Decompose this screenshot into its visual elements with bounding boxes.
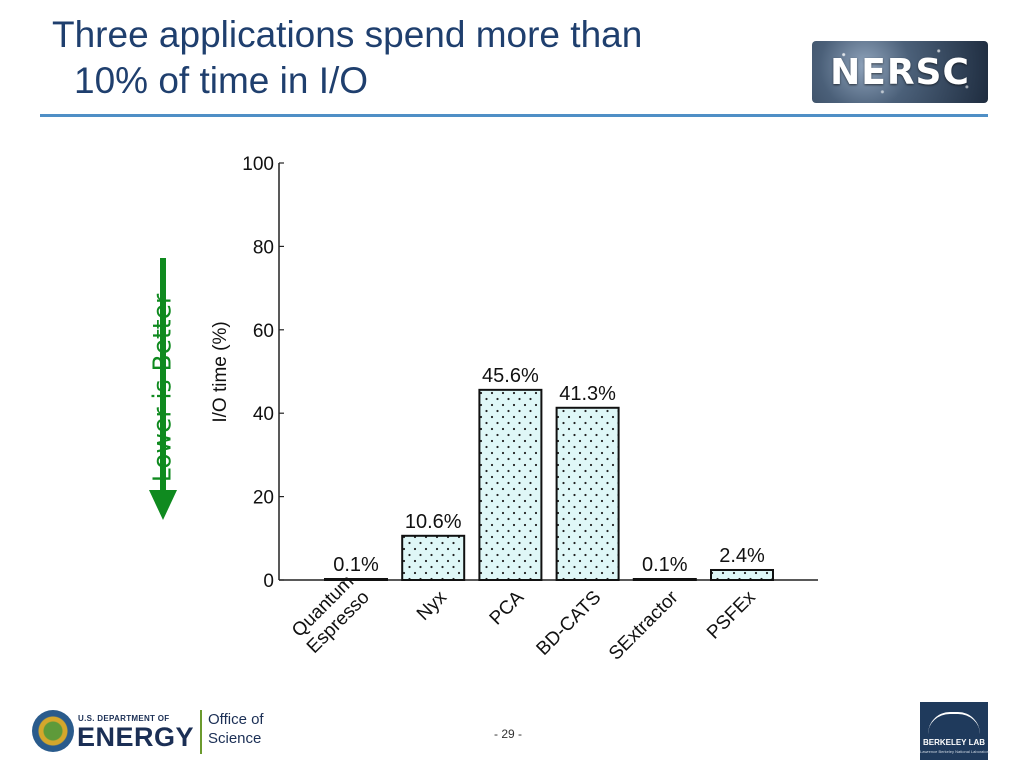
- bar-value-label: 0.1%: [333, 554, 379, 576]
- lower-is-better-label: Lower is Better: [147, 293, 177, 483]
- y-tick-label: 80: [253, 237, 274, 258]
- x-tick-label: SExtractor: [605, 586, 683, 664]
- berkeley-arch-icon: [928, 712, 980, 734]
- x-tick-label: PCA: [486, 587, 529, 630]
- y-tick-label: 100: [242, 154, 274, 175]
- doe-energy-text: ENERGY: [77, 722, 195, 752]
- bar-value-label: 2.4%: [719, 545, 765, 567]
- x-tick-label-line: PSFEx: [703, 587, 760, 644]
- slide-title: Three applications spend more than 10% o…: [52, 12, 642, 104]
- bar: [401, 534, 466, 581]
- bar-value-label: 41.3%: [559, 383, 616, 405]
- title-line-2: 10% of time in I/O: [74, 60, 369, 101]
- bar: [710, 568, 774, 582]
- y-tick-label: 20: [253, 488, 274, 509]
- x-tick-label-line: BD-CATS: [533, 587, 606, 660]
- doe-office-line-2: Science: [208, 730, 262, 747]
- nersc-logo-text: NERSC: [830, 52, 970, 93]
- logo-starfield: [812, 41, 988, 103]
- bar: [324, 578, 388, 581]
- x-tick-label-line: PCA: [486, 587, 529, 630]
- y-tick-label: 40: [253, 404, 274, 425]
- doe-divider: [200, 710, 202, 754]
- x-tick-label-line: SExtractor: [605, 586, 683, 664]
- berkeley-lab-subtext: Lawrence Berkeley National Laboratory: [920, 749, 991, 754]
- doe-office-line-1: Office of: [208, 711, 264, 728]
- y-axis-label: I/O time (%): [210, 321, 231, 422]
- bar: [632, 578, 697, 581]
- y-tick-label: 0: [263, 571, 274, 592]
- x-tick-label: PSFEx: [703, 587, 760, 644]
- down-arrow-icon: [149, 258, 177, 520]
- y-tick-label: 60: [253, 321, 274, 342]
- x-tick-label: BD-CATS: [533, 587, 606, 660]
- bar: [555, 406, 620, 581]
- bar-value-label: 45.6%: [482, 365, 539, 387]
- bar-value-label: 0.1%: [642, 554, 688, 576]
- x-tick-label: Nyx: [413, 587, 451, 625]
- doe-dept-text: U.S. DEPARTMENT OF: [78, 714, 170, 723]
- x-tick-label-line: Nyx: [413, 587, 451, 625]
- page-number: - 29 -: [494, 727, 523, 741]
- title-rule: [40, 114, 988, 117]
- bar: [478, 388, 543, 581]
- berkeley-lab-text: BERKELEY LAB: [922, 738, 986, 747]
- doe-office-text: Office of Science: [208, 710, 264, 748]
- berkeley-lab-logo: BERKELEY LAB Lawrence Berkeley National …: [920, 702, 991, 760]
- nersc-logo: NERSC: [812, 41, 988, 103]
- title-line-1: Three applications spend more than: [52, 14, 643, 55]
- doe-office-of-science-logo: U.S. DEPARTMENT OF ENERGY Office of Scie…: [32, 708, 278, 758]
- bar-value-label: 10.6%: [405, 511, 462, 533]
- doe-seal-icon: [32, 710, 74, 752]
